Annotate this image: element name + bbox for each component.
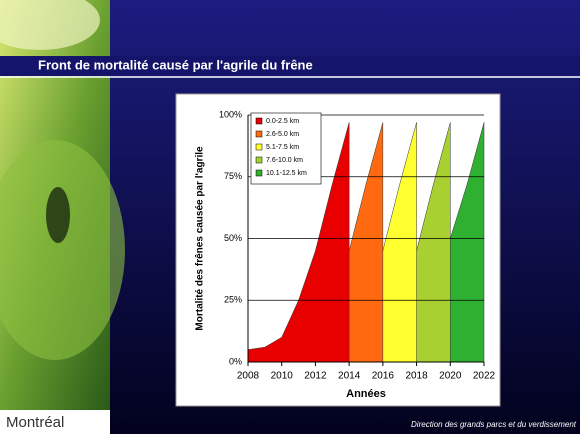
legend-swatch xyxy=(255,143,263,151)
legend-box xyxy=(250,112,322,185)
area xyxy=(247,122,350,363)
y-tick-label: 100% xyxy=(219,109,242,119)
legend: 0.0-2.5 km 2.6-5.0 km 5.1-7.5 km 7.6-10.0 k… xyxy=(250,112,322,185)
y-tick-label: 50% xyxy=(224,233,242,243)
photo-leaf xyxy=(0,140,125,360)
x-tick-label: 2014 xyxy=(338,371,361,382)
x-tick-label: 2018 xyxy=(405,371,428,382)
legend-swatch xyxy=(255,130,263,138)
legend-label: 0.0-2.5 km xyxy=(266,118,299,125)
y-tick-label: 25% xyxy=(224,295,242,305)
chart: 0% 25% 50% 75% 100% 2008 2010 2012 2014 2016 2018 2… xyxy=(195,109,496,400)
legend-swatch xyxy=(255,156,263,164)
legend-label: 7.6-10.0 km xyxy=(266,157,303,164)
y-tick-label: 75% xyxy=(224,171,242,181)
legend-label: 2.6-5.0 km xyxy=(266,131,299,138)
y-tick-label: 0% xyxy=(229,356,242,366)
legend-label: 5.1-7.5 km xyxy=(266,144,299,151)
photo-light xyxy=(0,0,100,50)
logo-area xyxy=(0,410,110,434)
x-tick-label: 2020 xyxy=(439,371,462,382)
x-axis-label: Années xyxy=(346,388,386,400)
legend-swatch xyxy=(255,169,263,177)
footer: Direction des grands parcs et du verdiss… xyxy=(411,420,577,429)
legend-label: 10.1-12.5 km xyxy=(266,170,307,177)
x-tick-label: 2008 xyxy=(237,371,260,382)
x-tick-label: 2010 xyxy=(271,371,294,382)
x-tick-label: 2016 xyxy=(372,371,395,382)
legend-swatch xyxy=(255,117,263,125)
photo-insect xyxy=(46,187,70,243)
slide-title: Front de mortalité causé par l'agrile du… xyxy=(38,57,313,72)
x-tick-label: 2012 xyxy=(304,371,327,382)
title-bar xyxy=(0,56,580,76)
logo-text: Montréal xyxy=(6,414,64,431)
x-tick-label: 2022 xyxy=(473,371,496,382)
y-axis-label: Mortalité des frênes causée par l'agrile xyxy=(195,146,206,331)
